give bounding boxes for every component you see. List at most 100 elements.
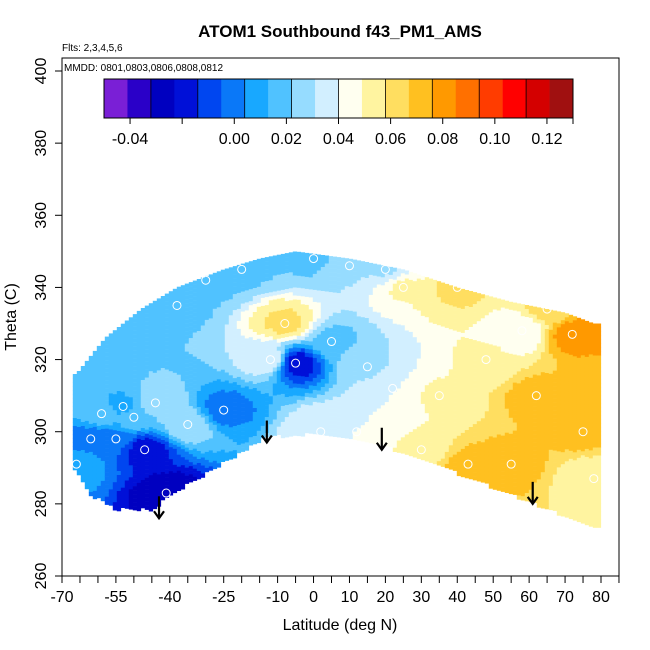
heatmap-cell bbox=[328, 392, 334, 397]
heatmap-cell bbox=[356, 332, 362, 337]
heatmap-cell bbox=[140, 364, 146, 369]
heatmap-cell bbox=[288, 268, 294, 273]
heatmap-cell bbox=[256, 430, 262, 436]
heatmap-cell bbox=[124, 416, 130, 421]
heatmap-cell bbox=[240, 367, 246, 372]
heatmap-cell bbox=[376, 332, 382, 337]
heatmap-cell bbox=[480, 314, 486, 319]
heatmap-cell bbox=[264, 305, 270, 310]
heatmap-cell bbox=[84, 444, 90, 450]
heatmap-cell bbox=[428, 366, 434, 371]
heatmap-cell bbox=[84, 420, 90, 426]
heatmap-cell bbox=[496, 362, 502, 367]
heatmap-cell bbox=[304, 308, 310, 314]
heatmap-cell bbox=[360, 337, 366, 342]
heatmap-cell bbox=[308, 389, 314, 394]
heatmap-cell bbox=[300, 320, 306, 325]
heatmap-cell bbox=[284, 273, 290, 278]
heatmap-cell bbox=[480, 330, 486, 335]
heatmap-cell bbox=[392, 355, 398, 360]
heatmap-cell bbox=[308, 377, 314, 382]
heatmap-cell bbox=[136, 338, 142, 344]
heatmap-cell bbox=[300, 400, 306, 405]
heatmap-cell bbox=[192, 292, 198, 297]
heatmap-cell bbox=[492, 389, 498, 394]
heatmap-cell bbox=[396, 368, 402, 373]
heatmap-cell bbox=[480, 446, 486, 451]
heatmap-cell bbox=[336, 269, 342, 274]
heatmap-cell bbox=[192, 348, 198, 353]
heatmap-cell bbox=[492, 441, 498, 446]
heatmap-cell bbox=[396, 356, 402, 361]
heatmap-cell bbox=[152, 420, 158, 426]
heatmap-cell bbox=[424, 317, 430, 322]
heatmap-cell bbox=[212, 352, 218, 358]
heatmap-cell bbox=[116, 447, 122, 452]
heatmap-cell bbox=[172, 404, 178, 410]
heatmap-cell bbox=[372, 411, 378, 416]
heatmap-cell bbox=[268, 300, 274, 305]
heatmap-cell bbox=[312, 317, 318, 323]
heatmap-cell bbox=[372, 275, 378, 280]
heatmap-cell bbox=[460, 464, 466, 470]
heatmap-cell bbox=[488, 344, 494, 349]
heatmap-cell bbox=[316, 386, 322, 391]
heatmap-cell bbox=[148, 347, 154, 352]
heatmap-cell bbox=[284, 321, 290, 326]
heatmap-cell bbox=[208, 386, 214, 391]
heatmap-cell bbox=[92, 358, 98, 364]
heatmap-cell bbox=[308, 261, 314, 266]
heatmap-cell bbox=[424, 421, 430, 426]
heatmap-cell bbox=[192, 312, 198, 317]
heatmap-cell bbox=[172, 412, 178, 418]
heatmap-cell bbox=[124, 364, 130, 369]
heatmap-cell bbox=[492, 349, 498, 354]
heatmap-cell bbox=[316, 390, 322, 395]
heatmap-cell bbox=[160, 444, 166, 449]
heatmap-cell bbox=[380, 421, 386, 426]
heatmap-cell bbox=[492, 321, 498, 326]
heatmap-cell bbox=[172, 328, 178, 334]
heatmap-cell bbox=[196, 287, 202, 292]
heatmap-cell bbox=[324, 271, 330, 276]
heatmap-cell bbox=[404, 434, 410, 439]
heatmap-cell bbox=[460, 416, 466, 422]
heatmap-cell bbox=[468, 291, 474, 296]
heatmap-cell bbox=[400, 445, 406, 450]
heatmap-cell bbox=[208, 426, 214, 431]
heatmap-cell bbox=[120, 435, 126, 440]
heatmap-cell bbox=[108, 469, 114, 474]
heatmap-cell bbox=[280, 345, 286, 351]
heatmap-cell bbox=[396, 372, 402, 377]
heatmap-cell bbox=[288, 408, 294, 413]
heatmap-cell bbox=[444, 347, 450, 353]
heatmap-cell bbox=[316, 410, 322, 415]
heatmap-cell bbox=[432, 283, 438, 289]
heatmap-cell bbox=[372, 335, 378, 340]
heatmap-cell bbox=[268, 348, 274, 353]
heatmap-cell bbox=[344, 290, 350, 295]
heatmap-cell bbox=[160, 492, 166, 497]
heatmap-cell bbox=[100, 436, 106, 442]
heatmap-cell bbox=[176, 294, 182, 299]
heatmap-cell bbox=[108, 393, 114, 398]
heatmap-cell bbox=[316, 350, 322, 355]
heatmap-cell bbox=[476, 465, 482, 470]
heatmap-cell bbox=[420, 355, 426, 361]
heatmap-cell bbox=[292, 351, 298, 356]
heatmap-cell bbox=[248, 273, 254, 278]
heatmap-cell bbox=[504, 412, 510, 417]
heatmap-cell bbox=[496, 298, 502, 303]
heatmap-cell bbox=[228, 343, 234, 348]
heatmap-cell bbox=[412, 333, 418, 338]
heatmap-cell bbox=[484, 475, 490, 480]
heatmap-cell bbox=[420, 431, 426, 437]
heatmap-cell bbox=[272, 259, 278, 264]
heatmap-cell bbox=[408, 287, 414, 293]
heatmap-cell bbox=[248, 325, 254, 330]
heatmap-cell bbox=[240, 311, 246, 316]
heatmap-cell bbox=[216, 451, 222, 456]
heatmap-cell bbox=[488, 364, 494, 369]
heatmap-cell bbox=[332, 316, 338, 321]
